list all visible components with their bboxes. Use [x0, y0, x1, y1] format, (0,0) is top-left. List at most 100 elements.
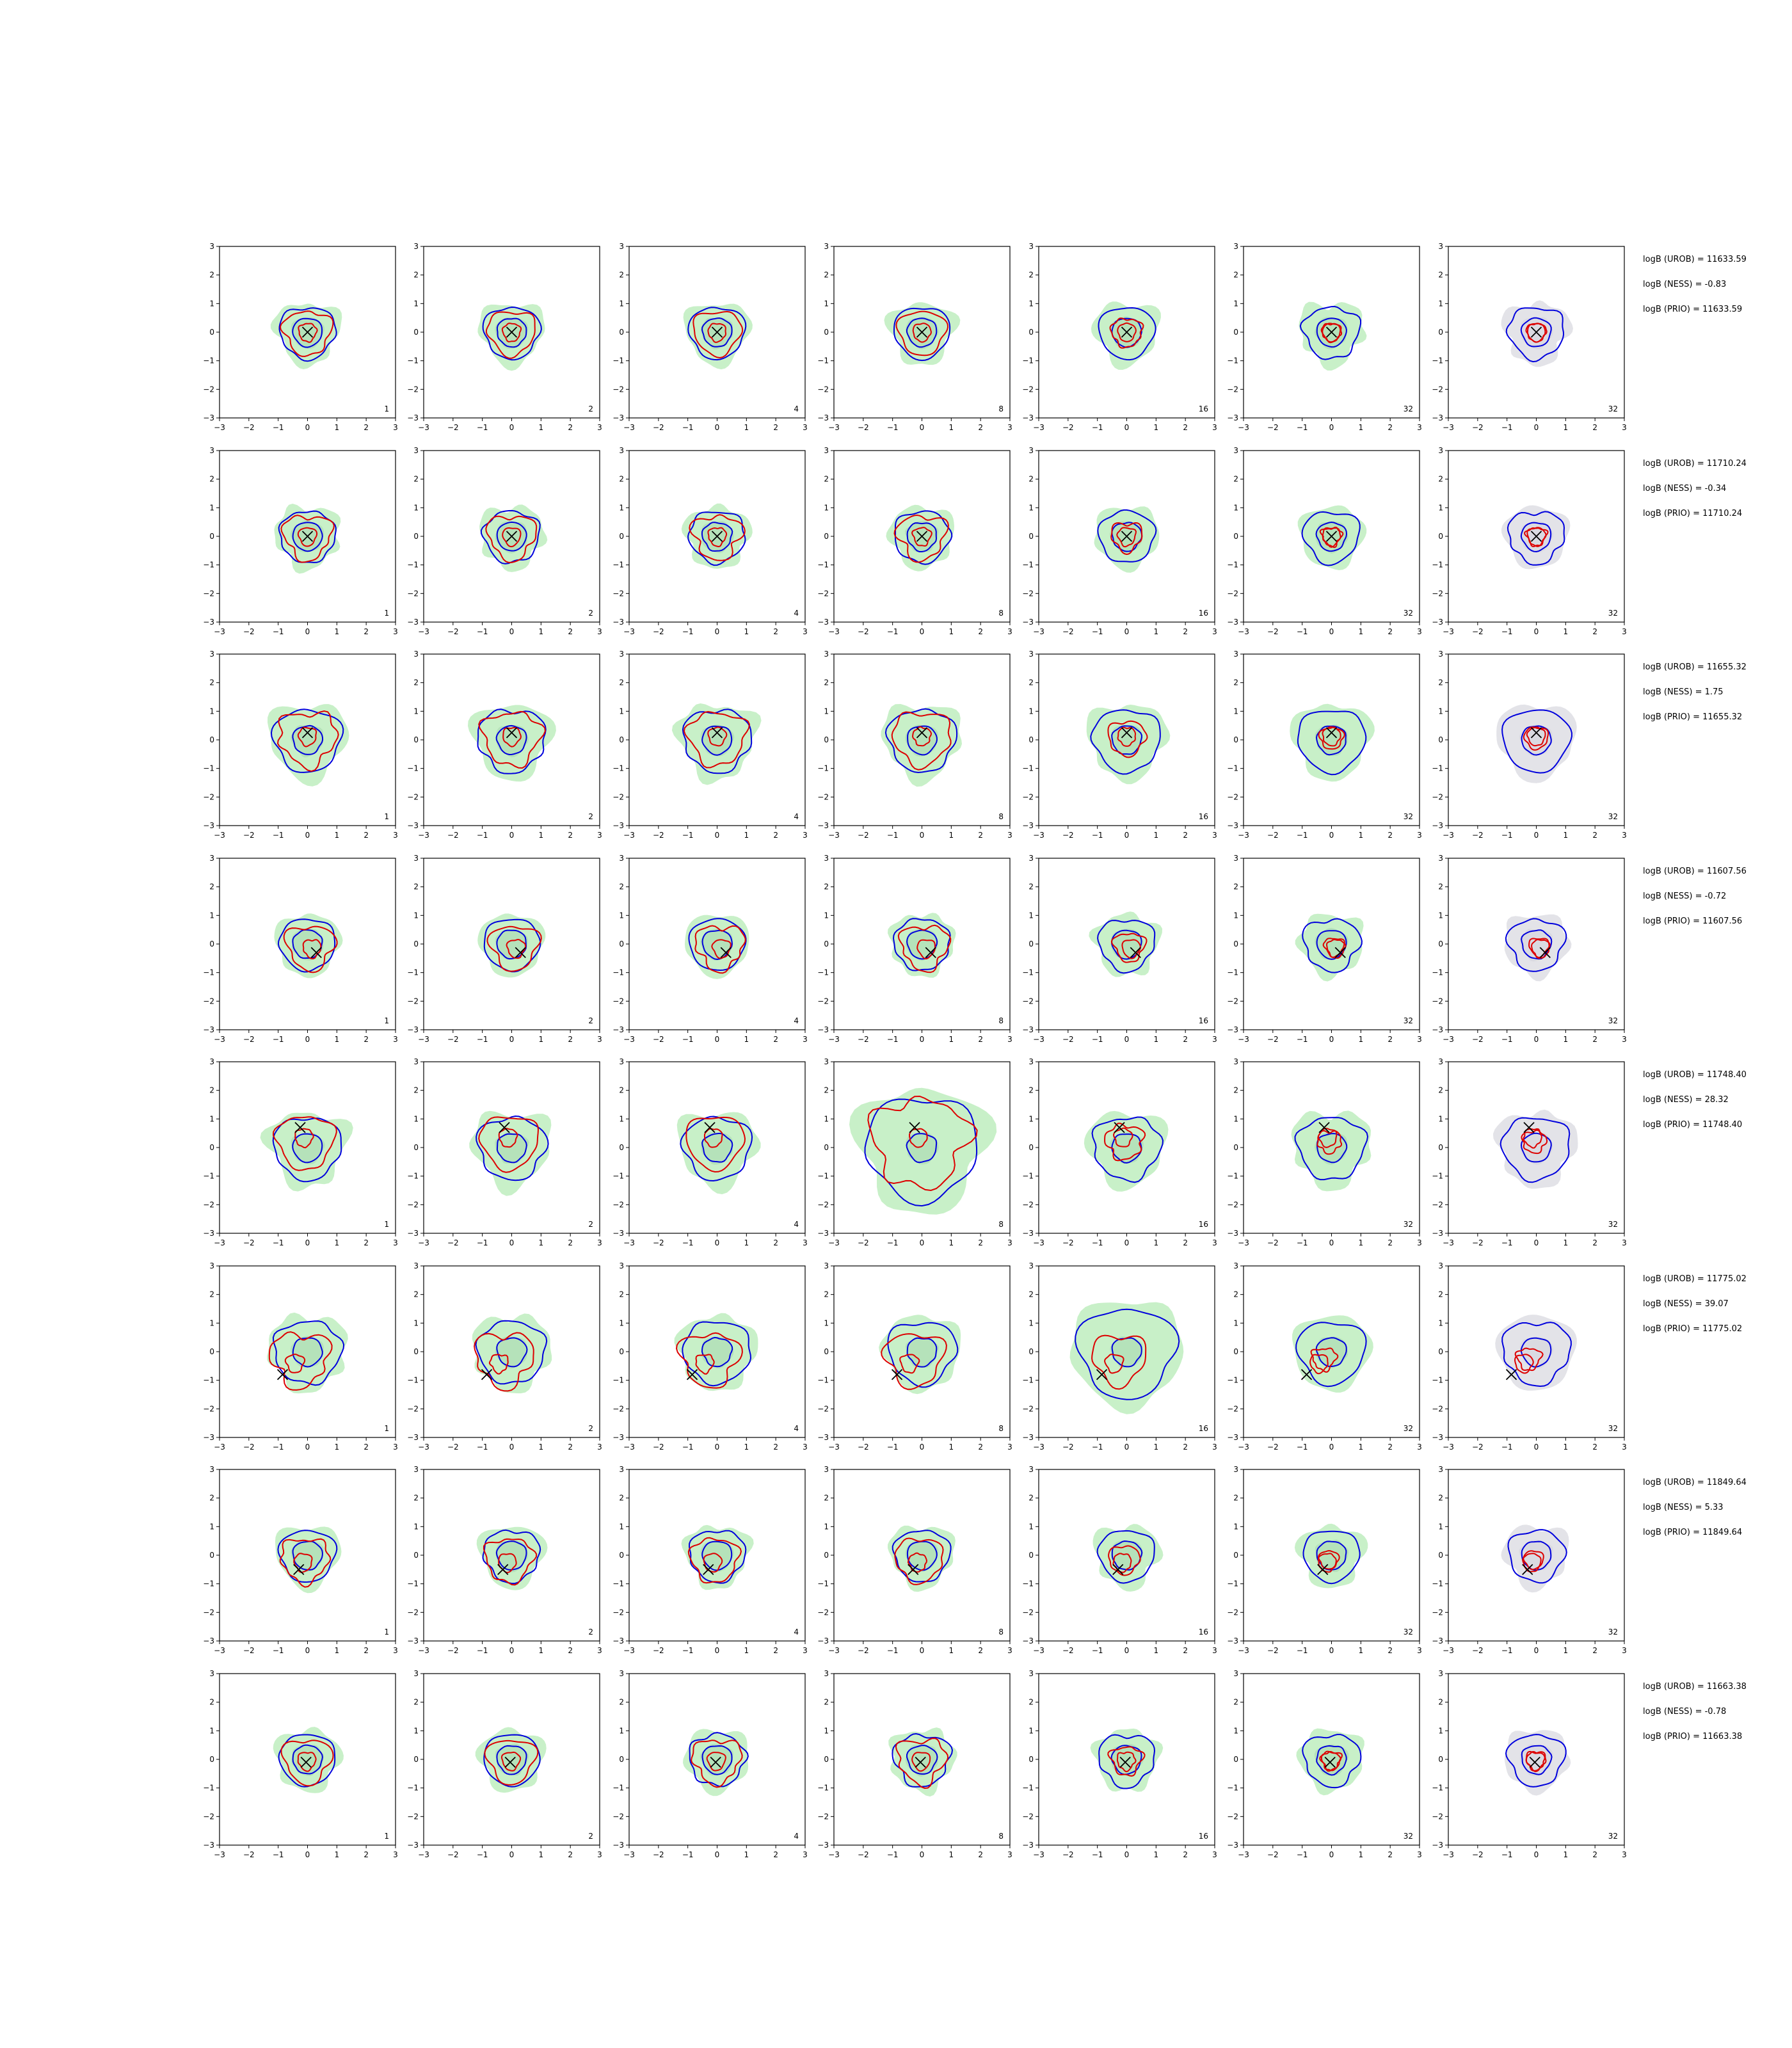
y-tick-label: 1: [1438, 1522, 1443, 1531]
y-tick-label: 1: [824, 707, 829, 716]
x-tick-label: 2: [773, 423, 778, 432]
panel-column-label: 1: [384, 1424, 389, 1433]
truth-marker: [294, 1122, 306, 1133]
blue-outer-contour: [1091, 1116, 1164, 1183]
x-tick-label: 0: [920, 1443, 925, 1452]
x-tick-label: −3: [418, 1646, 429, 1655]
truth-marker: [1096, 1369, 1108, 1380]
y-tick-label: −1: [612, 968, 624, 977]
y-tick-label: 1: [209, 299, 214, 308]
x-tick-label: 2: [978, 1443, 983, 1452]
y-tick-label: −1: [203, 764, 214, 773]
y-tick-label: −2: [203, 792, 214, 801]
y-tick-label: −2: [612, 385, 624, 394]
panel-r7-c3: −3−3 −2 −2 −1 −1 0 0 1 1 2 2 3 3 4: [612, 1465, 808, 1655]
y-tick-label: 1: [1028, 707, 1034, 716]
panel-column-label: 16: [1199, 1424, 1208, 1433]
x-tick-label: 0: [920, 627, 925, 636]
y-tick-label: −2: [1227, 589, 1238, 598]
x-tick-label: −2: [1267, 1238, 1279, 1247]
red-inner-contour: [297, 1752, 317, 1772]
x-tick-label: 1: [1359, 831, 1364, 840]
x-tick-label: 0: [1124, 1646, 1130, 1655]
blue-inner-contour: [701, 522, 733, 552]
red-inner-contour: [899, 1354, 920, 1374]
x-tick-label: −2: [1267, 1850, 1279, 1859]
y-tick-label: −1: [1022, 561, 1034, 570]
panel-column-label: 1: [384, 1628, 389, 1636]
x-tick-label: −2: [447, 1646, 459, 1655]
y-tick-label: −3: [1022, 413, 1034, 422]
truth-marker: [909, 1122, 920, 1133]
logb-ness-text: logB (NESS) = 5.33: [1643, 1503, 1724, 1512]
y-tick-label: −2: [203, 589, 214, 598]
x-tick-label: −2: [243, 1646, 255, 1655]
y-tick-label: −1: [1432, 1784, 1443, 1793]
y-tick-label: 1: [824, 503, 829, 512]
panel-r4-c4: −3−3 −2 −2 −1 −1 0 0 1 1 2 2 3 3 8: [817, 854, 1012, 1044]
y-tick-label: −2: [407, 792, 419, 801]
x-tick-label: 1: [1564, 1646, 1569, 1655]
density-core-fill: [290, 1336, 324, 1368]
panel-r7-c4: −3−3 −2 −2 −1 −1 0 0 1 1 2 2 3 3 8: [817, 1465, 1012, 1655]
x-tick-label: 0: [920, 1646, 925, 1655]
y-tick-label: −1: [203, 1172, 214, 1181]
y-tick-label: −3: [612, 1025, 624, 1034]
x-tick-label: 0: [1534, 831, 1539, 840]
x-tick-label: −2: [447, 1035, 459, 1044]
panel-r6-c4: −3−3 −2 −2 −1 −1 0 0 1 1 2 2 3 3 8: [817, 1261, 1012, 1452]
truth-marker: [276, 1369, 289, 1380]
panel-r4-c6: −3−3 −2 −2 −1 −1 0 0 1 1 2 2 3 3 32: [1227, 854, 1422, 1044]
x-tick-label: 3: [1007, 423, 1012, 432]
x-tick-label: −1: [1501, 1035, 1513, 1044]
y-tick-label: −1: [1022, 1376, 1034, 1385]
panel-column-label: 2: [588, 609, 593, 618]
x-tick-label: −2: [1062, 1035, 1074, 1044]
x-tick-label: 1: [539, 1850, 544, 1859]
panel-r7-c2: −3−3 −2 −2 −1 −1 0 0 1 1 2 2 3 3 2: [407, 1465, 602, 1655]
panel-column-label: 16: [1199, 1628, 1208, 1636]
y-tick-label: 0: [209, 940, 214, 948]
x-tick-label: 1: [539, 1238, 544, 1247]
x-tick-label: 0: [715, 423, 720, 432]
x-tick-label: −3: [1238, 1238, 1249, 1247]
panel-r2-c6: −3−3 −2 −2 −1 −1 0 0 1 1 2 2 3 3 32: [1227, 446, 1422, 636]
x-tick-label: 3: [1007, 1238, 1012, 1247]
y-tick-label: 0: [1233, 532, 1238, 541]
x-tick-label: −2: [1472, 1443, 1484, 1452]
y-tick-label: 0: [413, 940, 419, 948]
y-tick-label: 0: [619, 1347, 624, 1356]
blue-outer-contour: [680, 1116, 753, 1182]
x-tick-label: 2: [1388, 1035, 1393, 1044]
blue-outer-contour: [278, 307, 337, 362]
x-tick-label: −2: [653, 1850, 664, 1859]
blue-outer-contour: [270, 708, 344, 773]
x-tick-label: 2: [1388, 627, 1393, 636]
y-tick-label: −2: [407, 1404, 419, 1413]
blue-inner-contour: [906, 522, 938, 552]
logb-ness-text: logB (NESS) = -0.72: [1643, 892, 1726, 901]
truth-marker: [916, 727, 928, 739]
y-tick-label: 3: [209, 854, 214, 863]
x-tick-label: 0: [920, 423, 925, 432]
red-inner-contour: [695, 1354, 715, 1375]
x-tick-label: 3: [803, 1443, 808, 1452]
y-tick-label: 2: [619, 1290, 624, 1299]
logb-prio-text: logB (PRIO) = 11633.59: [1643, 305, 1742, 314]
panel-column-label: 16: [1199, 404, 1208, 413]
y-tick-label: −3: [1022, 618, 1034, 627]
y-tick-label: 1: [1233, 1726, 1238, 1735]
x-tick-label: −1: [1501, 1443, 1513, 1452]
y-tick-label: −3: [407, 821, 419, 830]
y-tick-label: 2: [1438, 883, 1443, 892]
y-tick-label: 2: [413, 1086, 419, 1095]
y-tick-label: −3: [817, 618, 829, 627]
y-tick-label: −1: [817, 1784, 829, 1793]
y-tick-label: −3: [1227, 1433, 1238, 1442]
x-tick-label: −2: [1062, 1443, 1074, 1452]
x-tick-label: 1: [335, 1646, 340, 1655]
red-inner-contour: [293, 1553, 313, 1573]
panel-column-label: 32: [1608, 812, 1618, 821]
